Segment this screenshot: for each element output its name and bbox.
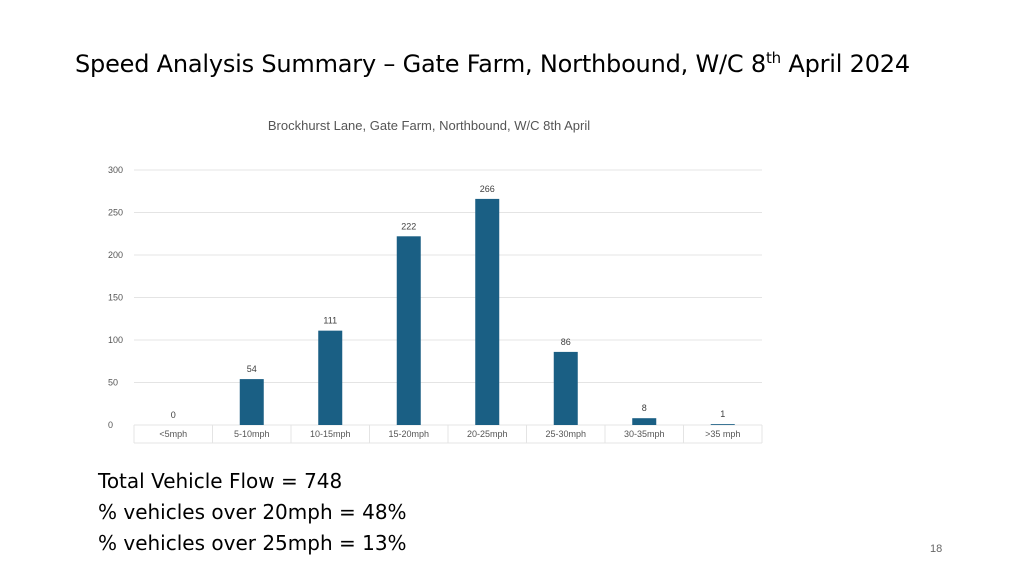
slide-title-main: Speed Analysis Summary – Gate Farm, Nort… — [75, 50, 766, 78]
stat-over-20mph: % vehicles over 20mph = 48% — [98, 500, 407, 524]
y-tick-label: 100 — [108, 335, 123, 345]
data-label: 1 — [720, 409, 725, 419]
chart-title: Brockhurst Lane, Gate Farm, Northbound, … — [268, 118, 590, 133]
y-tick-label: 150 — [108, 293, 123, 303]
slide-title-superscript: th — [765, 49, 781, 67]
data-label: 222 — [401, 221, 416, 231]
x-tick-label: 30-35mph — [624, 429, 665, 439]
y-tick-label: 200 — [108, 250, 123, 260]
data-label: 8 — [642, 403, 647, 413]
bar — [396, 236, 421, 425]
y-tick-label: 250 — [108, 208, 123, 218]
x-tick-label: 15-20mph — [388, 429, 429, 439]
y-tick-label: 0 — [108, 420, 113, 430]
stat-over-25mph: % vehicles over 25mph = 13% — [98, 531, 407, 555]
data-label: 0 — [171, 410, 176, 420]
bar — [710, 424, 735, 425]
x-tick-label: 5-10mph — [234, 429, 270, 439]
x-tick-label: 10-15mph — [310, 429, 351, 439]
x-tick-label: >35 mph — [705, 429, 740, 439]
slide-title-end: April 2024 — [780, 50, 910, 78]
slide-title: Speed Analysis Summary – Gate Farm, Nort… — [75, 50, 910, 78]
bar — [318, 330, 343, 425]
y-tick-label: 300 — [108, 165, 123, 175]
data-label: 111 — [323, 316, 337, 326]
bar — [475, 198, 500, 425]
bar — [239, 379, 264, 425]
data-label: 266 — [480, 184, 495, 194]
x-tick-label: 20-25mph — [467, 429, 508, 439]
speed-bar-chart: Brockhurst Lane, Gate Farm, Northbound, … — [108, 118, 763, 444]
x-tick-label: 25-30mph — [545, 429, 586, 439]
y-tick-label: 50 — [108, 378, 118, 388]
x-tick-label: <5mph — [159, 429, 187, 439]
data-label: 86 — [561, 337, 571, 347]
data-label: 54 — [247, 364, 257, 374]
bar — [553, 351, 578, 425]
bar — [632, 418, 657, 425]
page-number: 18 — [930, 543, 943, 555]
summary-stats: Total Vehicle Flow = 748 % vehicles over… — [98, 466, 407, 559]
stat-total-flow: Total Vehicle Flow = 748 — [98, 469, 343, 493]
